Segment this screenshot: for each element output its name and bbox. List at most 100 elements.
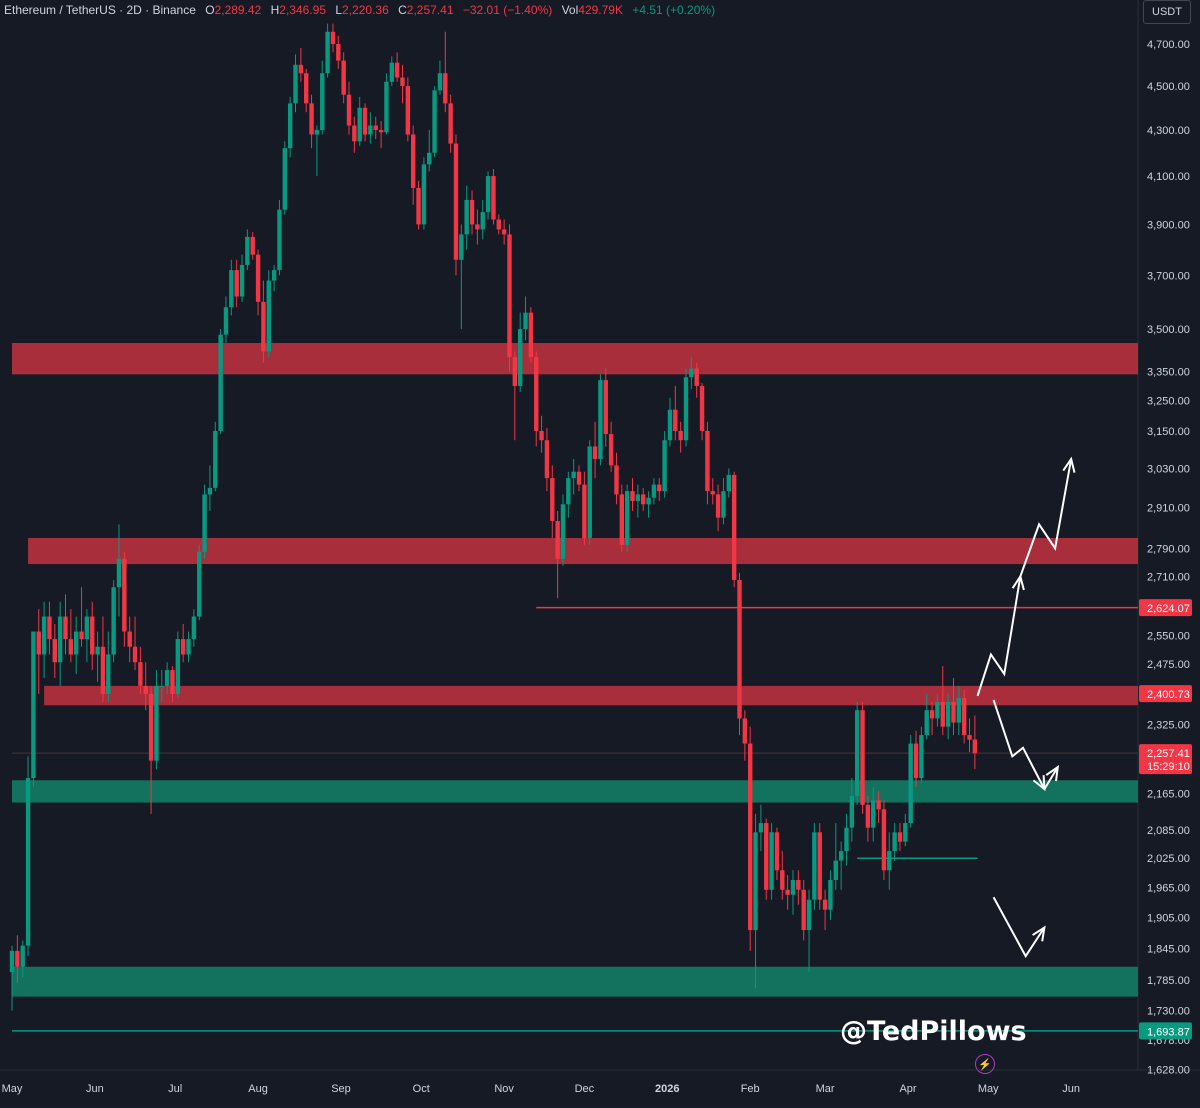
price-tick-label: 2,325.00 bbox=[1147, 720, 1190, 732]
candle-up bbox=[314, 130, 320, 135]
arrow-head bbox=[1045, 765, 1060, 782]
projection-arrow bbox=[992, 896, 1046, 959]
candle-up bbox=[325, 31, 330, 74]
candle-down bbox=[143, 685, 148, 694]
candle-down bbox=[913, 743, 919, 779]
candle-down bbox=[641, 494, 646, 505]
price-tick-label: 2,710.00 bbox=[1147, 571, 1190, 583]
price-tick-label: 1,628.00 bbox=[1147, 1064, 1190, 1076]
candle-up bbox=[357, 107, 362, 142]
candle-up bbox=[266, 280, 271, 352]
candle-down bbox=[448, 103, 453, 144]
high-value: 2,346.95 bbox=[279, 3, 327, 17]
price-tick-label: 2,550.00 bbox=[1147, 630, 1190, 642]
candle-down bbox=[394, 62, 400, 78]
price-tick-label: 2,790.00 bbox=[1147, 543, 1190, 555]
arrow-head bbox=[1062, 456, 1076, 473]
candle-up bbox=[587, 446, 592, 538]
candle-down bbox=[63, 616, 68, 640]
candle-down bbox=[865, 804, 871, 828]
price-tick-label: 4,100.00 bbox=[1147, 171, 1190, 183]
candle-up bbox=[892, 832, 897, 852]
time-tick-label: Jul bbox=[168, 1083, 182, 1095]
countdown-text: 15:29:10 bbox=[1147, 761, 1190, 773]
candle-up bbox=[239, 264, 245, 297]
candle-down bbox=[940, 702, 945, 727]
candle-down bbox=[15, 950, 20, 967]
candle-down bbox=[699, 385, 705, 431]
time-tick-label: Nov bbox=[494, 1083, 514, 1095]
low-value: 2,220.36 bbox=[342, 3, 389, 17]
price-tick-label: 1,785.00 bbox=[1147, 975, 1190, 987]
candle-up bbox=[919, 735, 924, 779]
candle-up bbox=[277, 209, 282, 271]
candle-up bbox=[164, 670, 170, 686]
candle-down bbox=[796, 879, 801, 890]
candle-down bbox=[68, 639, 74, 655]
candle-down bbox=[132, 646, 138, 663]
price-tick-label: 3,500.00 bbox=[1147, 324, 1190, 336]
candles-group bbox=[9, 23, 978, 1011]
candle-up bbox=[271, 270, 277, 281]
candle-up bbox=[186, 639, 191, 655]
candle-down bbox=[79, 631, 84, 640]
candle-down bbox=[170, 670, 175, 694]
candle-down bbox=[138, 662, 143, 686]
vol-value: 429.79K bbox=[578, 3, 623, 17]
candle-up bbox=[903, 823, 908, 842]
candle-up bbox=[935, 702, 940, 719]
candle-down bbox=[469, 199, 475, 225]
candle-up bbox=[73, 631, 79, 655]
time-tick-label: Apr bbox=[899, 1083, 916, 1095]
candle-down bbox=[785, 889, 790, 895]
candle-down bbox=[897, 832, 903, 842]
open-label: O bbox=[205, 3, 215, 17]
candle-down bbox=[555, 520, 560, 559]
lightning-icon[interactable]: ⚡ bbox=[975, 1054, 995, 1074]
candle-down bbox=[972, 739, 978, 754]
candle-down bbox=[678, 430, 683, 441]
candle-up bbox=[517, 329, 523, 386]
candle-up bbox=[154, 685, 159, 761]
candle-down bbox=[715, 494, 721, 518]
candle-down bbox=[705, 430, 710, 492]
candle-down bbox=[534, 357, 539, 431]
candle-up bbox=[57, 616, 63, 663]
candle-up bbox=[635, 494, 641, 501]
candle-up bbox=[202, 494, 207, 552]
candle-down bbox=[501, 229, 507, 235]
candle-up bbox=[662, 440, 667, 492]
candle-down bbox=[860, 710, 865, 805]
candle-down bbox=[255, 254, 261, 302]
candle-down bbox=[496, 219, 501, 230]
price-label-badge bbox=[1139, 599, 1192, 617]
candle-down bbox=[742, 718, 748, 744]
candle-down bbox=[764, 823, 769, 890]
candle-down bbox=[967, 735, 972, 740]
candle-down bbox=[405, 86, 411, 135]
candle-down bbox=[304, 73, 309, 104]
projection-arrow bbox=[992, 699, 1046, 790]
candle-up bbox=[9, 950, 15, 973]
candle-up bbox=[769, 832, 774, 890]
price-tick-label: 4,300.00 bbox=[1147, 125, 1190, 137]
candle-down bbox=[582, 484, 587, 538]
candle-up bbox=[116, 558, 122, 588]
currency-unit-button[interactable]: USDT bbox=[1143, 0, 1191, 24]
candle-up bbox=[384, 81, 389, 133]
candle-down bbox=[47, 616, 52, 640]
candle-up bbox=[213, 430, 218, 488]
price-tick-label: 1,730.00 bbox=[1147, 1005, 1190, 1017]
candle-up bbox=[25, 778, 31, 946]
resistance-zone bbox=[28, 537, 1139, 565]
candle-up bbox=[229, 270, 234, 308]
candle-up bbox=[924, 710, 929, 736]
candle-up bbox=[828, 879, 833, 910]
candle-down bbox=[592, 446, 598, 459]
vol-label: Vol bbox=[561, 3, 579, 17]
candle-up bbox=[833, 860, 838, 880]
symbol-title[interactable]: Ethereum / TetherUS · 2D · Binance bbox=[4, 3, 196, 17]
candle-up bbox=[956, 697, 962, 723]
time-tick-label: Mar bbox=[816, 1083, 835, 1095]
